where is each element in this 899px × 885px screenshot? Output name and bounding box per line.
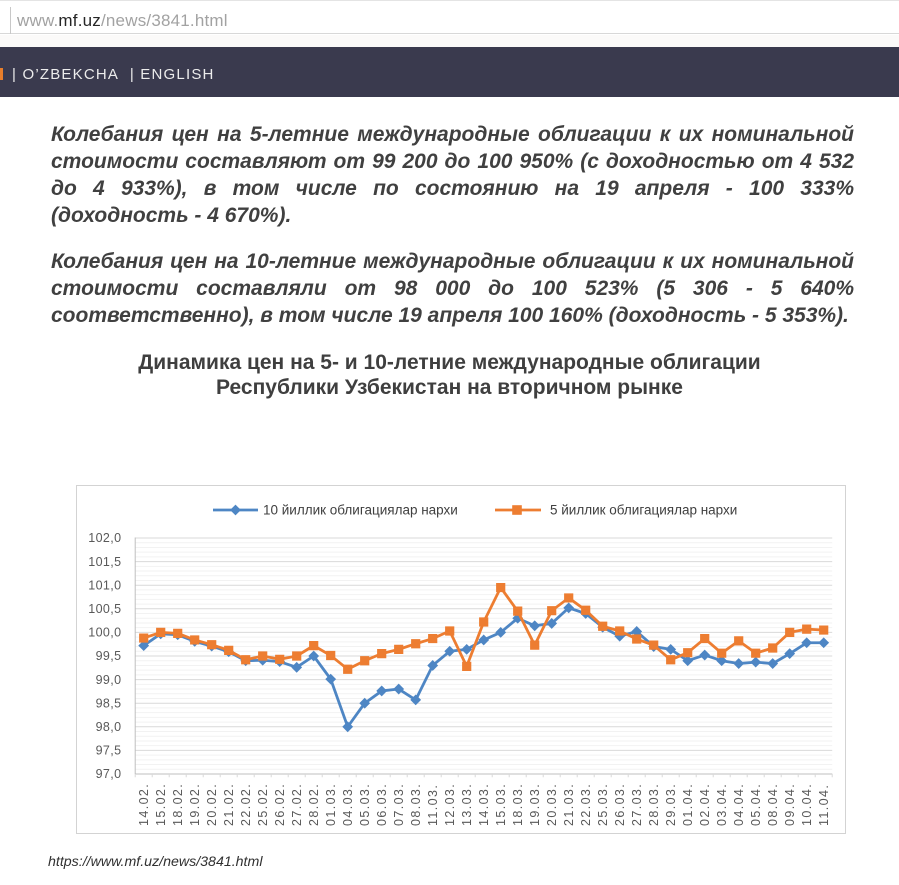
svg-text:08.04.: 08.04. bbox=[766, 783, 780, 826]
svg-text:11.04.: 11.04. bbox=[817, 784, 831, 826]
svg-text:101,5: 101,5 bbox=[88, 555, 121, 569]
svg-text:29.03.: 29.03. bbox=[664, 783, 678, 826]
svg-text:98,5: 98,5 bbox=[96, 696, 122, 710]
svg-text:06.03.: 06.03. bbox=[375, 783, 389, 826]
svg-text:15.03.: 15.03. bbox=[494, 783, 508, 826]
svg-text:27.03.: 27.03. bbox=[630, 783, 644, 826]
svg-text:22.03.: 22.03. bbox=[579, 783, 593, 826]
svg-text:05.03.: 05.03. bbox=[358, 783, 372, 826]
svg-text:28.03.: 28.03. bbox=[647, 783, 661, 826]
svg-text:100,5: 100,5 bbox=[88, 602, 121, 616]
svg-text:19.02.: 19.02. bbox=[188, 783, 202, 826]
svg-text:18.03.: 18.03. bbox=[511, 783, 525, 826]
svg-text:27.02.: 27.02. bbox=[290, 783, 304, 826]
svg-text:09.04.: 09.04. bbox=[783, 783, 797, 826]
svg-text:97,0: 97,0 bbox=[96, 767, 122, 781]
svg-text:99,5: 99,5 bbox=[96, 649, 122, 663]
svg-text:102,0: 102,0 bbox=[88, 531, 121, 545]
svg-text:14.03.: 14.03. bbox=[477, 783, 491, 826]
svg-text:25.02.: 25.02. bbox=[256, 783, 270, 826]
svg-text:11.03.: 11.03. bbox=[426, 784, 440, 826]
svg-text:02.04.: 02.04. bbox=[698, 783, 712, 826]
svg-text:01.04.: 01.04. bbox=[681, 783, 695, 826]
svg-text:12.03.: 12.03. bbox=[443, 783, 457, 826]
svg-text:28.02.: 28.02. bbox=[307, 783, 321, 826]
svg-text:01.03.: 01.03. bbox=[324, 783, 338, 826]
svg-text:19.03.: 19.03. bbox=[528, 783, 542, 826]
svg-text:97,5: 97,5 bbox=[96, 744, 122, 758]
svg-text:13.03.: 13.03. bbox=[460, 783, 474, 826]
svg-text:98,0: 98,0 bbox=[96, 720, 122, 734]
svg-text:07.03.: 07.03. bbox=[392, 783, 406, 826]
svg-text:10 йиллик облигациялар нархи: 10 йиллик облигациялар нархи bbox=[263, 503, 458, 518]
svg-text:04.04.: 04.04. bbox=[732, 783, 746, 826]
svg-text:08.03.: 08.03. bbox=[409, 783, 423, 826]
svg-text:15.02.: 15.02. bbox=[154, 783, 168, 826]
svg-text:20.02.: 20.02. bbox=[205, 783, 219, 826]
svg-text:05.04.: 05.04. bbox=[749, 783, 763, 826]
svg-text:100,0: 100,0 bbox=[88, 626, 121, 640]
svg-text:101,0: 101,0 bbox=[88, 578, 121, 592]
svg-text:99,0: 99,0 bbox=[96, 673, 122, 687]
svg-text:5 йиллик облигациялар нархи: 5 йиллик облигациялар нархи bbox=[550, 503, 737, 518]
svg-text:03.04.: 03.04. bbox=[715, 783, 729, 826]
svg-text:20.03.: 20.03. bbox=[545, 783, 559, 826]
svg-text:04.03.: 04.03. bbox=[341, 783, 355, 826]
svg-text:22.02.: 22.02. bbox=[239, 783, 253, 826]
svg-text:26.03.: 26.03. bbox=[613, 783, 627, 826]
svg-text:21.03.: 21.03. bbox=[562, 783, 576, 826]
svg-text:21.02.: 21.02. bbox=[222, 783, 236, 826]
svg-text:25.03.: 25.03. bbox=[596, 783, 610, 826]
svg-text:26.02.: 26.02. bbox=[273, 783, 287, 826]
svg-text:14.02.: 14.02. bbox=[137, 783, 151, 826]
svg-text:18.02.: 18.02. bbox=[171, 783, 185, 826]
svg-text:10.04.: 10.04. bbox=[800, 783, 814, 826]
